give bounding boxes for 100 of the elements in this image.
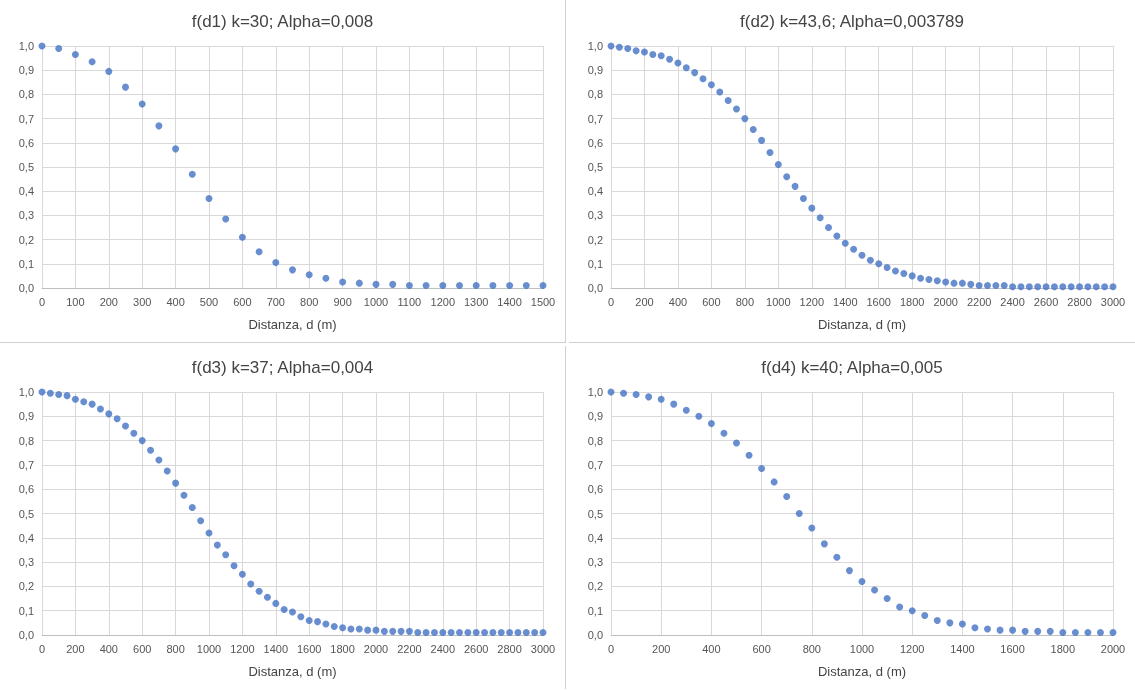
y-tick-label: 0,6	[587, 136, 603, 149]
x-tick-label: 800	[300, 295, 319, 308]
x-tick-label: 400	[702, 642, 721, 655]
x-tick-label: 2800	[1067, 295, 1092, 308]
x-tick-label: 2400	[1000, 295, 1025, 308]
point	[222, 215, 230, 223]
y-tick-label: 0,6	[18, 136, 34, 149]
point	[1084, 629, 1092, 637]
x-tick-label: 0	[607, 295, 615, 308]
point	[389, 280, 397, 288]
y-tick-label: 0,5	[18, 507, 34, 520]
point	[933, 616, 941, 624]
x-tick-label: 1600	[1000, 642, 1025, 655]
y-tick-label: 0,9	[18, 64, 34, 77]
point	[305, 271, 313, 279]
point	[155, 122, 163, 130]
x-tick-label: 2000	[1100, 642, 1126, 655]
x-tick-label: 3000	[530, 642, 556, 655]
point	[908, 607, 916, 615]
x-tick-label: 0	[38, 642, 46, 655]
x-tick-label: 3000	[1100, 295, 1126, 308]
y-tick-label: 0,4	[587, 531, 603, 544]
point	[422, 282, 430, 290]
point	[1096, 629, 1104, 637]
point	[720, 429, 728, 437]
y-tick-label: 1,0	[18, 40, 34, 52]
point	[339, 278, 347, 286]
point	[539, 282, 547, 290]
point	[1009, 626, 1017, 634]
point	[172, 145, 180, 153]
point	[645, 393, 653, 401]
point	[255, 248, 263, 256]
point	[670, 400, 678, 408]
point	[733, 439, 740, 447]
y-tick-label: 0,5	[18, 161, 34, 173]
point	[55, 44, 63, 52]
y-tick-label: 0,3	[587, 556, 603, 569]
x-tick-label: 1400	[263, 642, 289, 655]
point	[188, 170, 196, 178]
point	[946, 619, 954, 627]
x-tick-label: 2800	[497, 642, 522, 655]
x-tick-label: 800	[166, 642, 185, 655]
point	[289, 266, 296, 274]
point	[770, 478, 778, 486]
x-tick-label: 2000	[363, 642, 389, 655]
chart-title: f(d2) k=43,6; Alpha=0,003789	[739, 12, 965, 31]
x-tick-label: 2200	[966, 295, 992, 308]
point	[322, 274, 330, 282]
point	[105, 67, 113, 75]
point	[745, 451, 753, 459]
y-tick-label: 0,1	[18, 604, 34, 617]
y-tick-label: 1,0	[587, 386, 603, 398]
y-tick-label: 0,0	[587, 629, 603, 641]
point	[1071, 629, 1079, 637]
x-tick-label: 1200	[230, 642, 255, 655]
x-tick-label: 1400	[950, 642, 975, 655]
y-tick-label: 0,8	[18, 434, 34, 447]
y-tick-label: 0,7	[587, 458, 603, 471]
x-tick-label: 1300	[463, 295, 489, 308]
x-axis-title: Distanza, d (m)	[817, 317, 907, 332]
y-tick-label: 0,9	[587, 410, 603, 423]
point	[238, 233, 246, 241]
point	[795, 510, 803, 517]
x-tick-label: 1400	[497, 295, 522, 308]
y-tick-label: 0,1	[587, 604, 603, 617]
x-tick-label: 400	[166, 295, 185, 308]
point	[472, 282, 480, 290]
point	[88, 58, 96, 66]
y-tick-label: 0,2	[18, 580, 34, 593]
point	[921, 612, 929, 620]
y-tick-label: 0,1	[587, 257, 603, 270]
y-tick-label: 0,4	[18, 185, 34, 198]
point	[1021, 627, 1029, 635]
x-tick-label: 600	[133, 642, 152, 655]
point	[522, 282, 530, 290]
x-tick-label: 1500	[530, 295, 556, 308]
x-tick-label: 300	[133, 295, 152, 308]
x-tick-label: 1000	[196, 642, 222, 655]
y-tick-label: 0,5	[587, 507, 603, 520]
y-tick-label: 0,7	[18, 112, 34, 125]
point	[871, 586, 879, 594]
point	[820, 540, 828, 548]
point	[682, 406, 690, 414]
x-tick-label: 1100	[397, 295, 422, 308]
y-tick-label: 0,0	[18, 629, 34, 641]
y-tick-label: 0,3	[18, 209, 34, 222]
y-tick-label: 0,2	[18, 233, 34, 246]
x-tick-label: 700	[266, 295, 285, 308]
y-tick-label: 0,7	[587, 112, 603, 125]
x-tick-label: 600	[702, 295, 721, 308]
x-tick-label: 1600	[296, 642, 322, 655]
point	[984, 625, 991, 633]
y-tick-label: 1,0	[18, 386, 34, 398]
x-tick-label: 400	[668, 295, 688, 308]
point	[858, 578, 866, 586]
point	[1046, 627, 1054, 635]
x-tick-label: 200	[652, 642, 671, 655]
x-tick-label: 2000	[933, 295, 958, 308]
y-tick-label: 0,6	[587, 483, 603, 496]
y-tick-label: 0,0	[587, 282, 603, 294]
